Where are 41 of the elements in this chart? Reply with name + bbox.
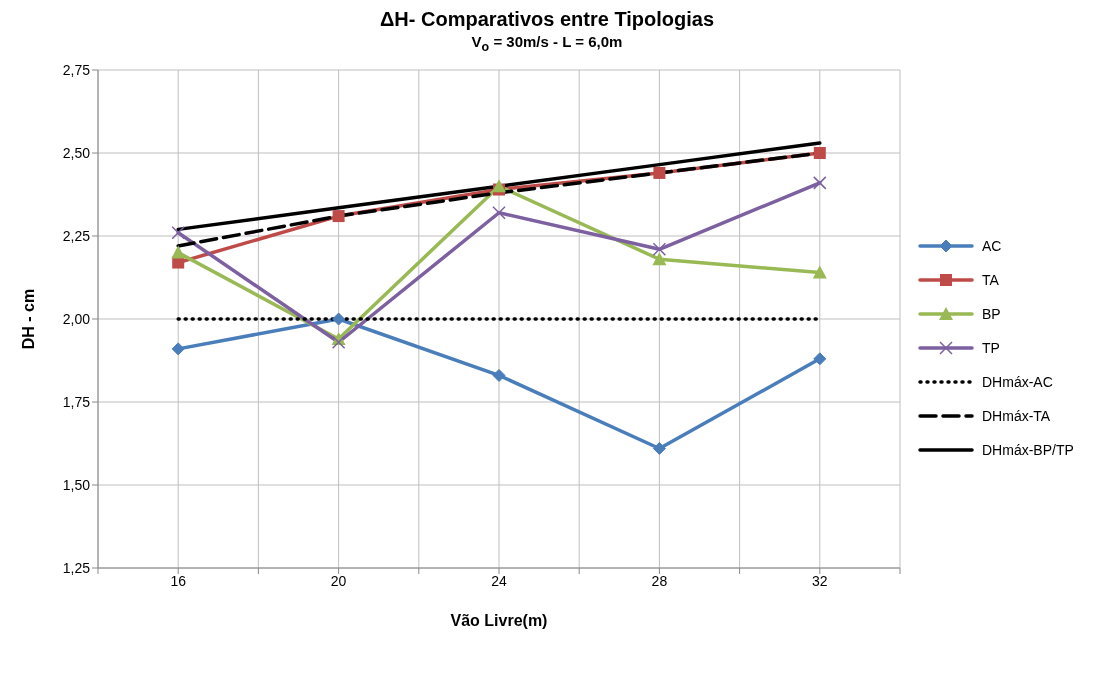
legend-label: DHmáx-AC xyxy=(982,374,1053,390)
legend-label: AC xyxy=(982,238,1002,254)
point xyxy=(171,225,185,240)
x-tick-label: 24 xyxy=(491,572,507,589)
line-series xyxy=(176,141,822,232)
x-tick-label: 20 xyxy=(330,572,347,589)
legend-label: BP xyxy=(982,306,1001,322)
y-axis-title: DH - cm xyxy=(19,288,37,350)
point xyxy=(653,166,666,179)
legend-label: DHmáx-TA xyxy=(982,408,1051,424)
point xyxy=(332,210,345,223)
point xyxy=(813,352,827,366)
point xyxy=(812,265,827,279)
chart-subtitle: V$_{o}$ = 30m/s - L = 6,0m xyxy=(470,33,624,54)
point xyxy=(652,441,666,455)
y-tick-label: 2,50 xyxy=(62,144,91,161)
x-axis-title: Vão Livre(m) xyxy=(450,612,548,629)
y-tick-label: 1,50 xyxy=(62,476,91,493)
point xyxy=(332,312,346,326)
legend-label: TP xyxy=(982,340,1000,356)
point xyxy=(171,342,185,356)
point xyxy=(813,147,826,159)
point xyxy=(652,252,667,266)
y-tick-label: 2,75 xyxy=(62,61,91,78)
chart-title: ΔH- Comparativos entre Tipologias xyxy=(378,8,716,31)
point xyxy=(813,176,827,190)
y-tick-label: 1,75 xyxy=(62,393,91,410)
y-tick-label: 1,25 xyxy=(62,559,91,576)
y-tick-label: 2,25 xyxy=(62,227,91,244)
point xyxy=(331,335,346,349)
x-tick-label: 28 xyxy=(651,572,668,589)
legend-label: DHmáx-BP/TP xyxy=(982,442,1074,458)
point xyxy=(492,206,506,220)
point xyxy=(492,368,506,382)
y-tick-label: 2,00 xyxy=(62,310,91,327)
x-tick-label: 16 xyxy=(170,572,187,589)
point xyxy=(171,245,186,259)
legend-label: TA xyxy=(982,272,999,288)
point xyxy=(652,242,667,257)
point xyxy=(492,179,506,193)
x-tick-label: 32 xyxy=(812,572,828,589)
